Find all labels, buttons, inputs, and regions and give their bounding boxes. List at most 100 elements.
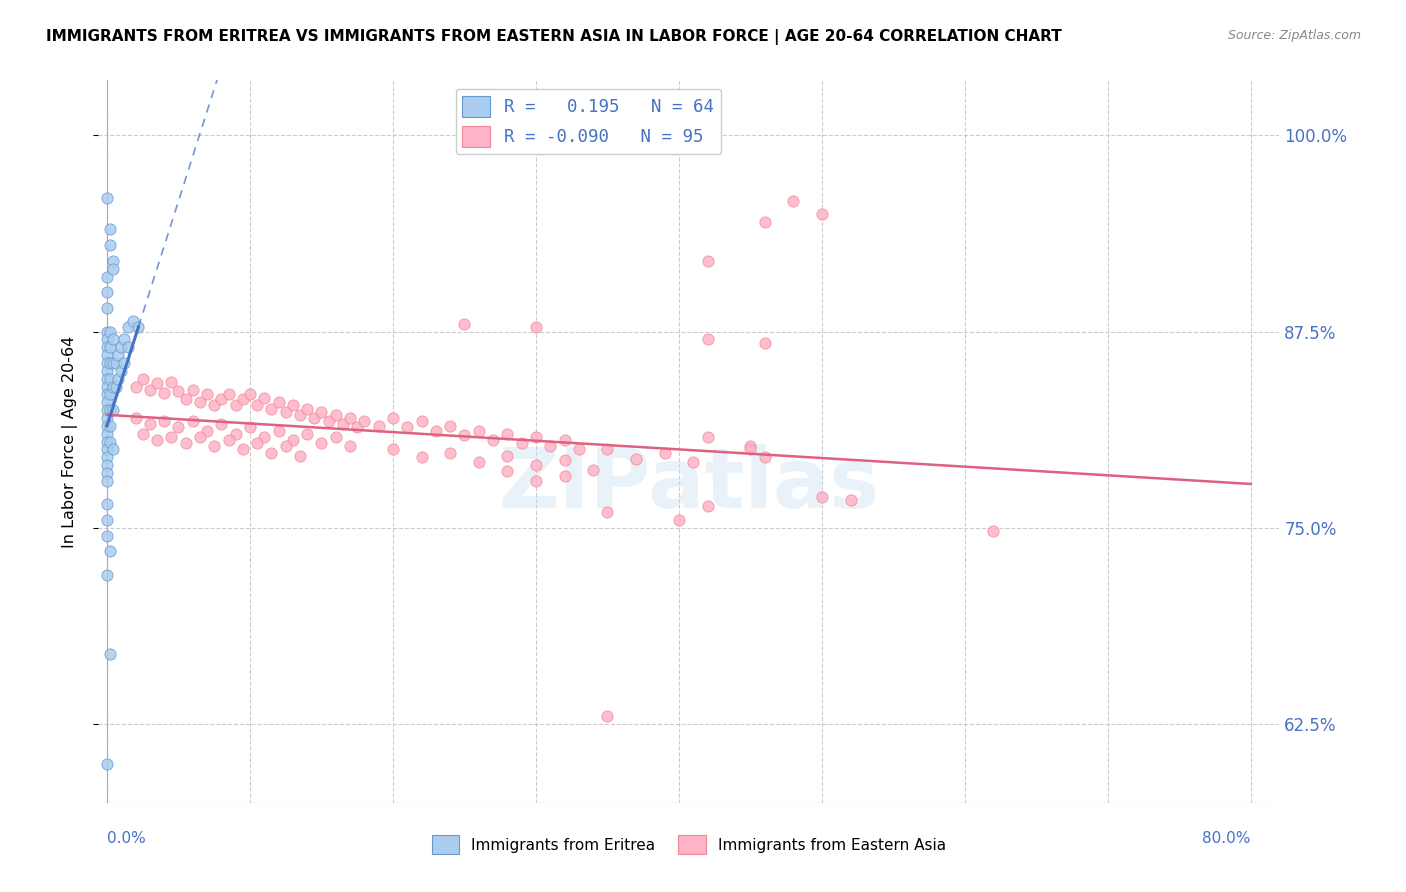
Point bbox=[239, 420, 262, 434]
Point bbox=[218, 387, 240, 401]
Point bbox=[139, 383, 162, 397]
Point bbox=[96, 395, 118, 409]
Point bbox=[96, 372, 118, 386]
Point bbox=[554, 453, 576, 467]
Point bbox=[101, 261, 124, 276]
Point bbox=[624, 451, 647, 466]
Point bbox=[339, 439, 361, 453]
Point bbox=[202, 439, 225, 453]
Point bbox=[246, 436, 269, 450]
Point bbox=[439, 418, 461, 433]
Point bbox=[318, 414, 340, 428]
Point bbox=[682, 455, 704, 469]
Point bbox=[453, 428, 475, 442]
Point bbox=[101, 403, 124, 417]
Point bbox=[174, 436, 197, 450]
Point bbox=[209, 392, 232, 406]
Point bbox=[96, 529, 118, 543]
Point bbox=[96, 426, 118, 441]
Point bbox=[596, 505, 619, 519]
Point bbox=[96, 434, 118, 449]
Point bbox=[96, 348, 118, 362]
Point bbox=[218, 433, 240, 447]
Point bbox=[811, 490, 834, 504]
Point bbox=[117, 340, 139, 354]
Point bbox=[96, 450, 118, 465]
Point bbox=[98, 434, 121, 449]
Point bbox=[153, 385, 176, 400]
Point bbox=[696, 333, 718, 347]
Point bbox=[153, 414, 176, 428]
Point bbox=[524, 430, 547, 444]
Point bbox=[668, 513, 690, 527]
Point bbox=[96, 568, 118, 582]
Point bbox=[253, 430, 276, 444]
Point bbox=[96, 466, 118, 480]
Point bbox=[411, 414, 433, 428]
Point bbox=[96, 513, 118, 527]
Point bbox=[139, 417, 162, 432]
Point bbox=[754, 450, 776, 465]
Point bbox=[96, 285, 118, 300]
Point bbox=[367, 418, 389, 433]
Point bbox=[146, 376, 169, 391]
Point bbox=[110, 340, 132, 354]
Point bbox=[396, 420, 419, 434]
Point bbox=[209, 417, 232, 432]
Point bbox=[174, 392, 197, 406]
Point bbox=[96, 301, 118, 315]
Point bbox=[167, 384, 190, 399]
Point bbox=[311, 436, 333, 450]
Point bbox=[112, 356, 135, 370]
Legend: Immigrants from Eritrea, Immigrants from Eastern Asia: Immigrants from Eritrea, Immigrants from… bbox=[426, 830, 952, 860]
Point bbox=[782, 194, 804, 209]
Point bbox=[104, 379, 127, 393]
Text: 0.0%: 0.0% bbox=[107, 830, 146, 846]
Point bbox=[188, 430, 211, 444]
Point bbox=[425, 424, 447, 438]
Point bbox=[96, 340, 118, 354]
Point bbox=[225, 426, 247, 441]
Text: IMMIGRANTS FROM ERITREA VS IMMIGRANTS FROM EASTERN ASIA IN LABOR FORCE | AGE 20-: IMMIGRANTS FROM ERITREA VS IMMIGRANTS FR… bbox=[46, 29, 1062, 45]
Point bbox=[101, 379, 124, 393]
Point bbox=[596, 442, 619, 457]
Point bbox=[288, 408, 311, 422]
Point bbox=[101, 253, 124, 268]
Point bbox=[288, 449, 311, 463]
Point bbox=[482, 433, 505, 447]
Point bbox=[353, 414, 375, 428]
Point bbox=[524, 474, 547, 488]
Point bbox=[582, 463, 605, 477]
Point bbox=[754, 214, 776, 228]
Point bbox=[160, 430, 183, 444]
Point bbox=[311, 405, 333, 419]
Point bbox=[325, 430, 347, 444]
Point bbox=[101, 442, 124, 457]
Point bbox=[524, 458, 547, 472]
Text: 80.0%: 80.0% bbox=[1202, 830, 1251, 846]
Point bbox=[596, 709, 619, 723]
Point bbox=[96, 333, 118, 347]
Point bbox=[253, 391, 276, 405]
Point bbox=[260, 445, 283, 459]
Point bbox=[98, 647, 121, 661]
Point bbox=[239, 387, 262, 401]
Point bbox=[554, 433, 576, 447]
Point bbox=[96, 356, 118, 370]
Point bbox=[740, 442, 762, 457]
Point bbox=[439, 445, 461, 459]
Point bbox=[98, 387, 121, 401]
Point bbox=[96, 403, 118, 417]
Point bbox=[104, 356, 127, 370]
Point bbox=[510, 436, 533, 450]
Point bbox=[127, 319, 149, 334]
Point bbox=[267, 395, 290, 409]
Y-axis label: In Labor Force | Age 20-64: In Labor Force | Age 20-64 bbox=[62, 335, 77, 548]
Point bbox=[121, 313, 143, 327]
Point bbox=[274, 439, 297, 453]
Point bbox=[232, 392, 254, 406]
Point bbox=[96, 418, 118, 433]
Text: ZIPatlas: ZIPatlas bbox=[499, 444, 879, 525]
Point bbox=[96, 497, 118, 511]
Point bbox=[101, 356, 124, 370]
